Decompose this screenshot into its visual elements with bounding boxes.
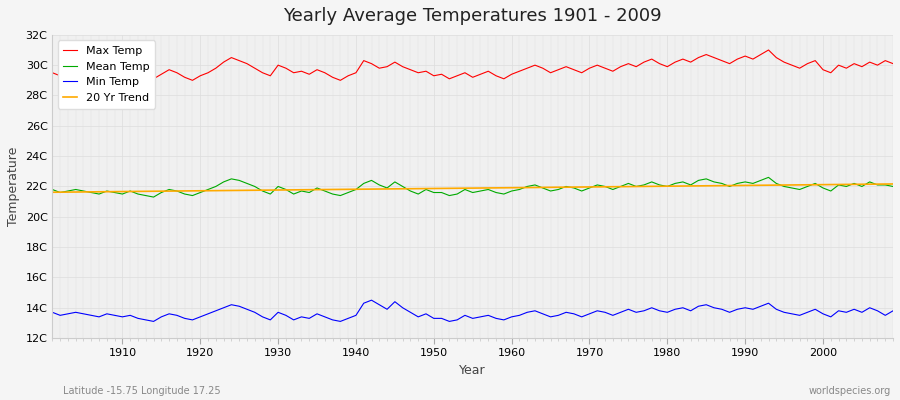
- Max Temp: [109, 75, 120, 80]
- Text: worldspecies.org: worldspecies.org: [809, 386, 891, 396]
- 20 Yr Trend: [109, 189, 120, 194]
- Y-axis label: Temperature: Temperature: [7, 147, 20, 226]
- Line: Mean Temp: Mean Temp: [52, 177, 893, 197]
- Min Temp: [47, 310, 58, 315]
- Min Temp: [514, 313, 525, 318]
- Max Temp: [47, 70, 58, 75]
- Mean Temp: [608, 187, 618, 192]
- Max Temp: [887, 61, 898, 66]
- Mean Temp: [288, 192, 299, 196]
- Mean Temp: [763, 175, 774, 180]
- Mean Temp: [887, 184, 898, 189]
- Mean Temp: [506, 189, 517, 194]
- Min Temp: [887, 308, 898, 313]
- 20 Yr Trend: [328, 187, 338, 192]
- 20 Yr Trend: [281, 188, 292, 192]
- Min Temp: [616, 310, 626, 315]
- Legend: Max Temp, Mean Temp, Min Temp, 20 Yr Trend: Max Temp, Mean Temp, Min Temp, 20 Yr Tre…: [58, 40, 155, 109]
- Max Temp: [288, 70, 299, 75]
- Min Temp: [148, 319, 159, 324]
- 20 Yr Trend: [47, 190, 58, 195]
- Min Temp: [109, 313, 120, 318]
- Max Temp: [335, 78, 346, 83]
- 20 Yr Trend: [887, 182, 898, 186]
- Title: Yearly Average Temperatures 1901 - 2009: Yearly Average Temperatures 1901 - 2009: [284, 7, 662, 25]
- Text: Latitude -15.75 Longitude 17.25: Latitude -15.75 Longitude 17.25: [63, 386, 220, 396]
- Min Temp: [288, 318, 299, 322]
- Mean Temp: [514, 187, 525, 192]
- Line: Max Temp: Max Temp: [52, 50, 893, 80]
- Max Temp: [608, 69, 618, 74]
- Min Temp: [335, 319, 346, 324]
- Max Temp: [187, 78, 198, 83]
- X-axis label: Year: Year: [459, 364, 486, 377]
- Min Temp: [522, 310, 533, 315]
- Max Temp: [514, 69, 525, 74]
- Max Temp: [506, 72, 517, 77]
- 20 Yr Trend: [506, 185, 517, 190]
- Mean Temp: [47, 187, 58, 192]
- Mean Temp: [335, 193, 346, 198]
- 20 Yr Trend: [499, 185, 509, 190]
- Line: Min Temp: Min Temp: [52, 300, 893, 322]
- Min Temp: [366, 298, 377, 302]
- Max Temp: [763, 48, 774, 52]
- Mean Temp: [109, 190, 120, 195]
- Line: 20 Yr Trend: 20 Yr Trend: [52, 184, 893, 192]
- 20 Yr Trend: [599, 184, 610, 189]
- Mean Temp: [148, 195, 159, 200]
